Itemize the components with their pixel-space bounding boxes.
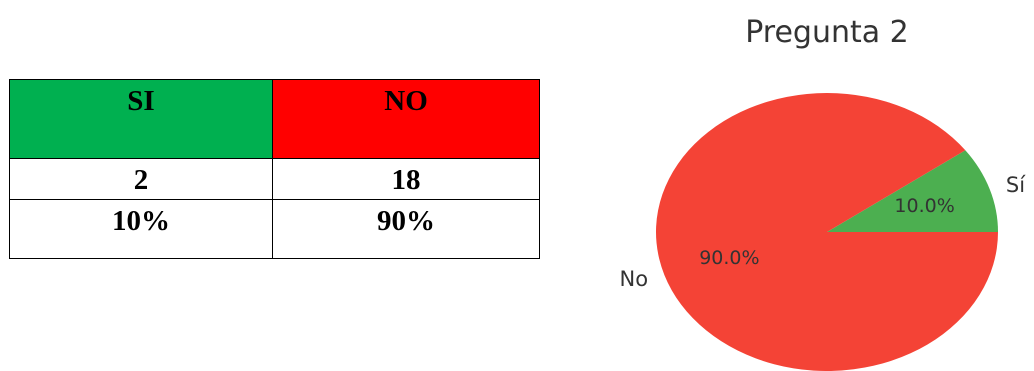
percent-cell-no: 90% (272, 199, 540, 259)
slice-label-no: No (620, 267, 649, 291)
table-row-percents: 10% 90% (9, 199, 540, 259)
pie-slice-si (827, 150, 998, 232)
table-header-row: SI NO (9, 79, 540, 159)
header-cell-si: SI (9, 79, 273, 159)
results-table: SI NO 2 18 10% 90% (9, 79, 540, 259)
slice-label-si: Sí (1006, 173, 1026, 197)
pie-labels: Sí 10.0% No 90.0% (620, 173, 1027, 291)
count-cell-si: 2 (9, 158, 273, 200)
header-cell-no: NO (272, 79, 540, 159)
percent-cell-si: 10% (9, 199, 273, 259)
pie-chart: Pregunta 2 Sí 10.0% No 90.0% (620, 15, 1027, 371)
table-row-counts: 2 18 (9, 158, 540, 200)
slice-percent-si: 10.0% (894, 195, 954, 217)
pie-slices (656, 93, 998, 371)
pie-slice-no (656, 93, 998, 371)
chart-title: Pregunta 2 (745, 15, 909, 50)
header-label-no: NO (384, 85, 428, 117)
header-label-si: SI (127, 85, 155, 117)
count-cell-no: 18 (272, 158, 540, 200)
slice-percent-no: 90.0% (699, 247, 759, 269)
